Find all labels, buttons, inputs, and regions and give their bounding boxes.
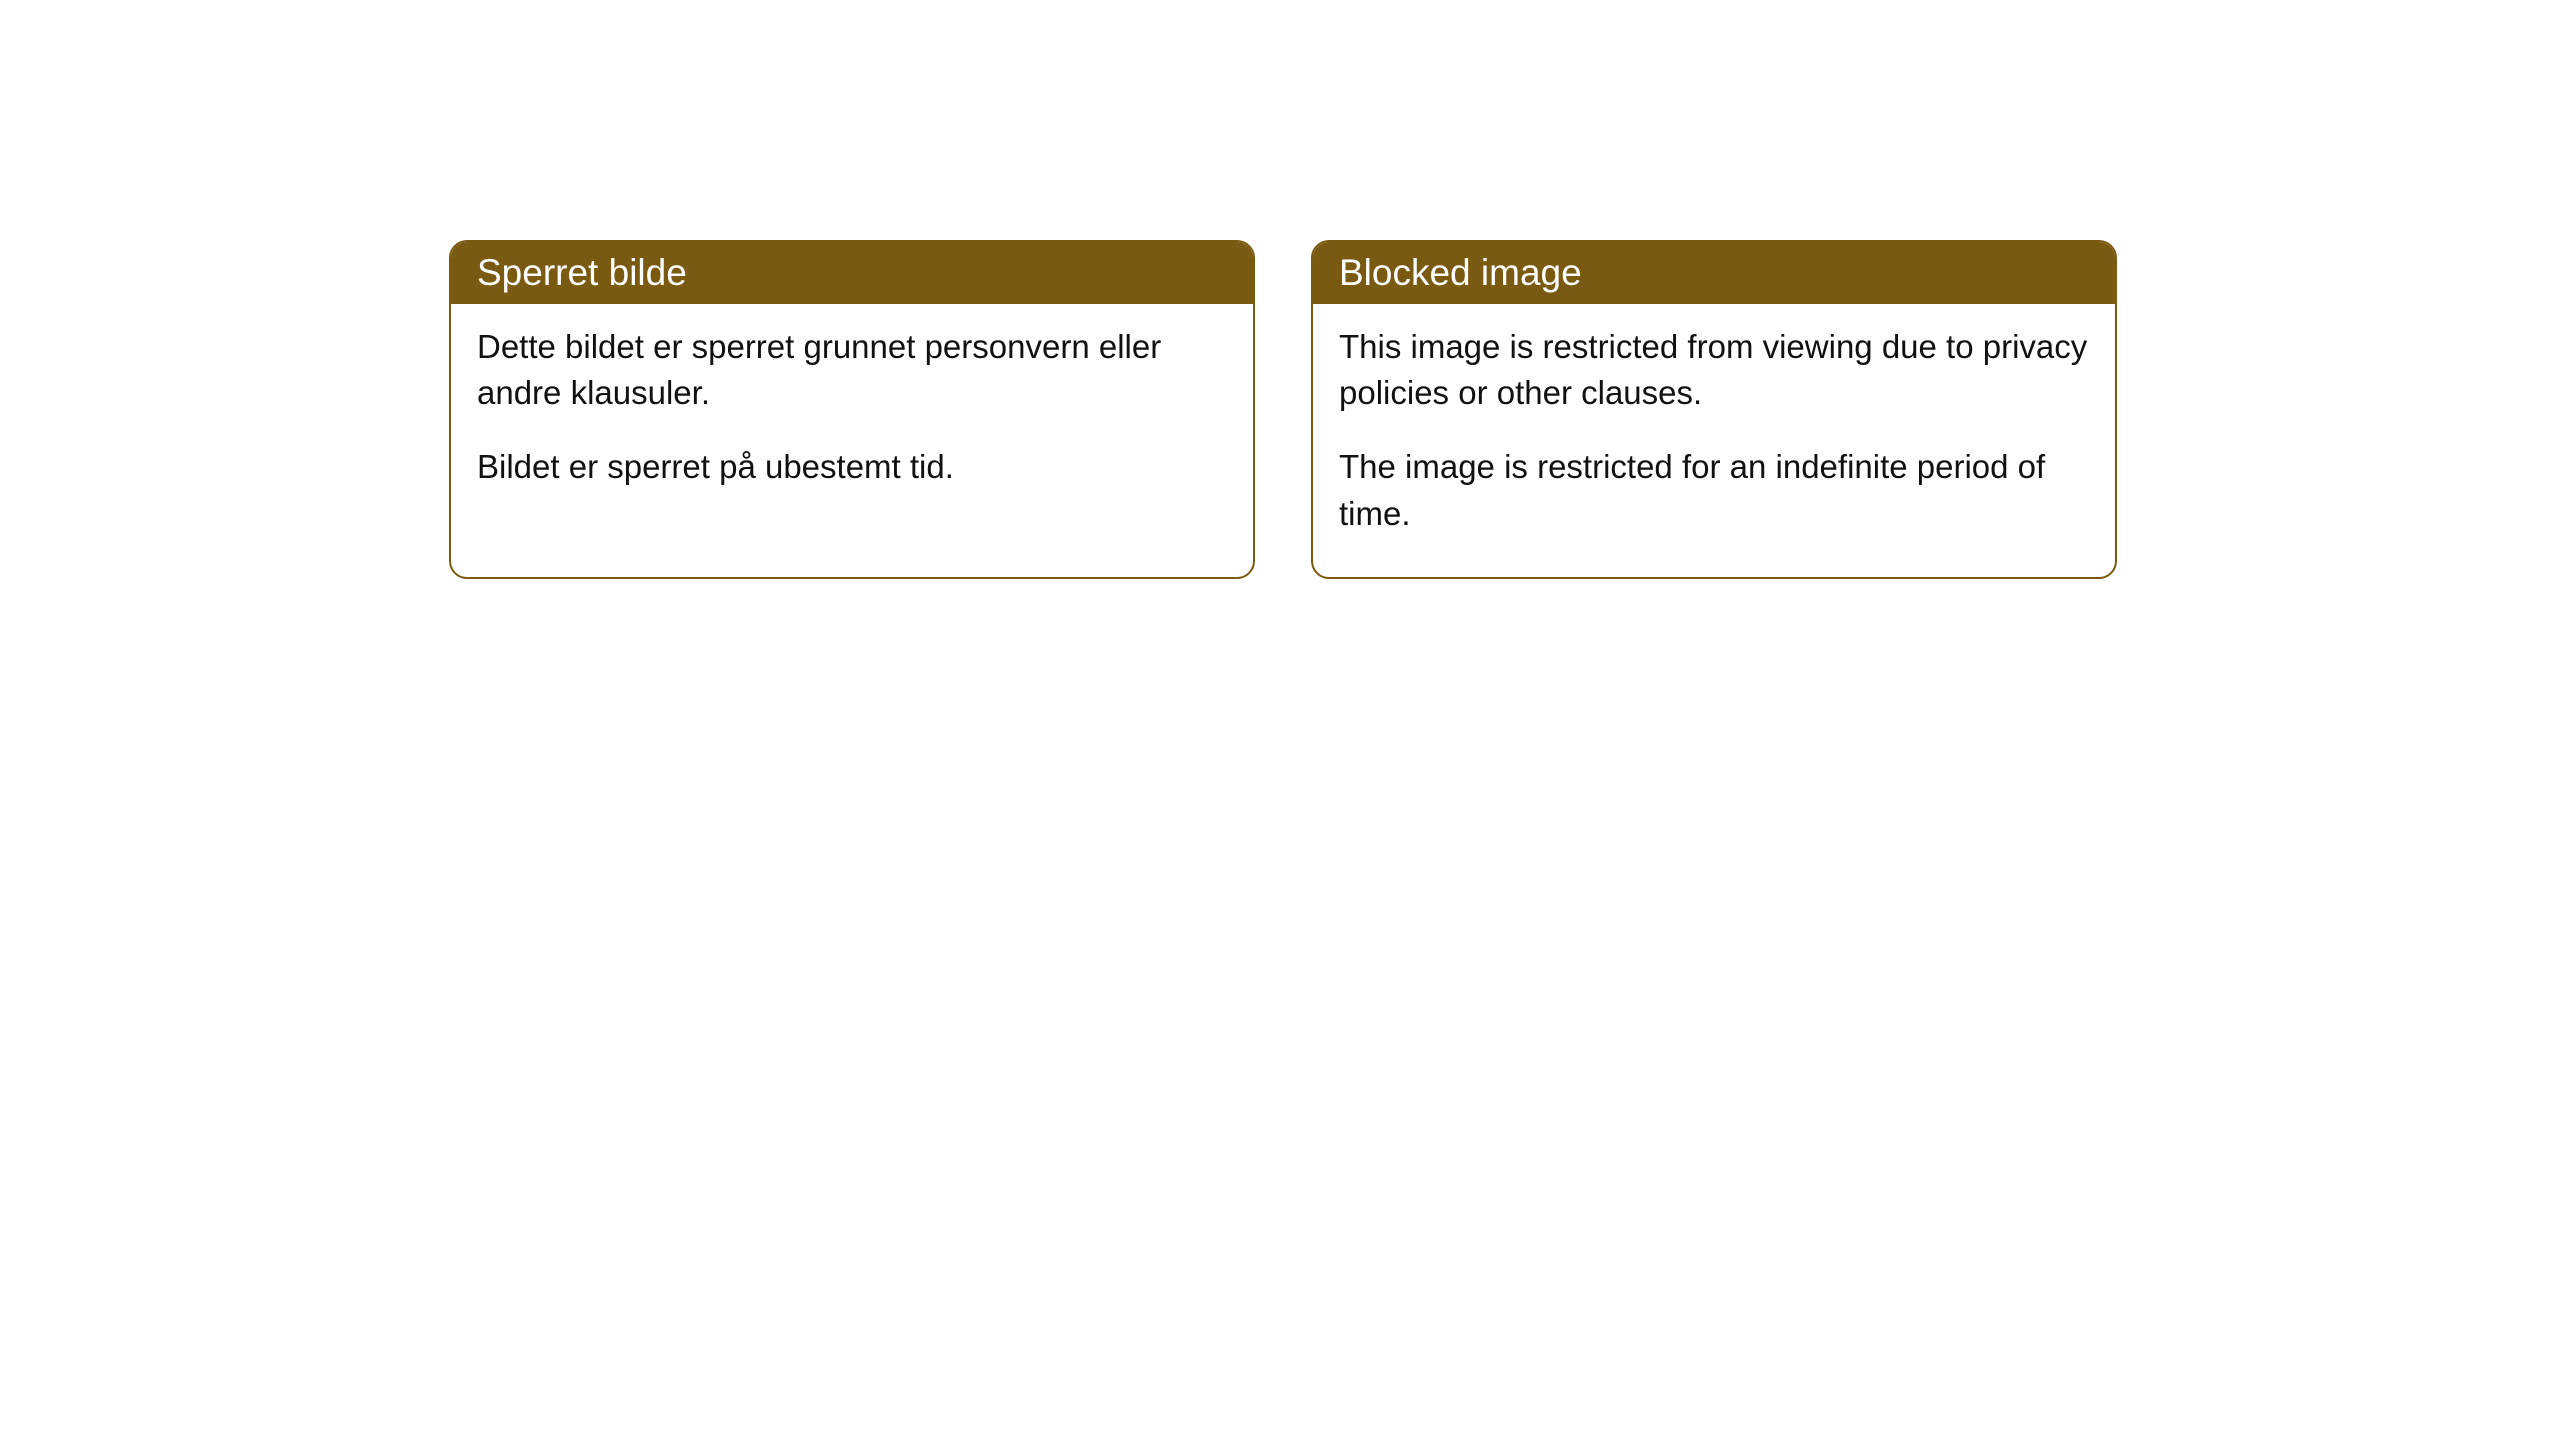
card-body: This image is restricted from viewing du…: [1313, 304, 2115, 577]
card-paragraph: This image is restricted from viewing du…: [1339, 324, 2089, 416]
card-body: Dette bildet er sperret grunnet personve…: [451, 304, 1253, 531]
notice-container: Sperret bilde Dette bildet er sperret gr…: [449, 240, 2117, 579]
card-title: Sperret bilde: [477, 252, 687, 293]
notice-card-english: Blocked image This image is restricted f…: [1311, 240, 2117, 579]
notice-card-norwegian: Sperret bilde Dette bildet er sperret gr…: [449, 240, 1255, 579]
card-title: Blocked image: [1339, 252, 1582, 293]
card-paragraph: Bildet er sperret på ubestemt tid.: [477, 444, 1227, 490]
card-paragraph: The image is restricted for an indefinit…: [1339, 444, 2089, 536]
card-header: Blocked image: [1313, 242, 2115, 304]
card-paragraph: Dette bildet er sperret grunnet personve…: [477, 324, 1227, 416]
card-header: Sperret bilde: [451, 242, 1253, 304]
